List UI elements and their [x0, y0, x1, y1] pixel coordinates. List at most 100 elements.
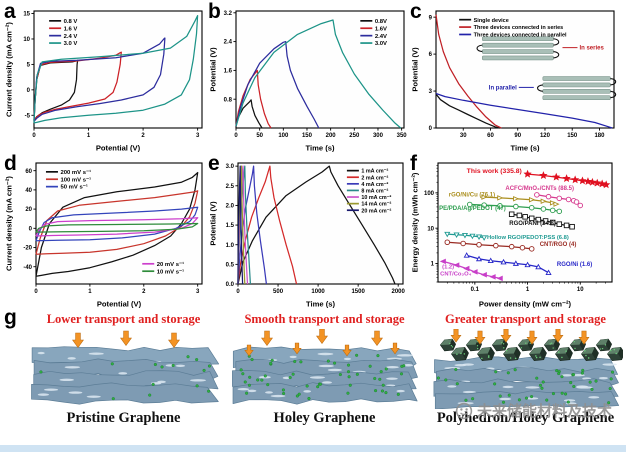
- svg-text:CNT/RGO (4): CNT/RGO (4): [540, 242, 577, 248]
- ion-dot: [507, 393, 511, 397]
- ion-flux-arrow: [578, 330, 590, 345]
- svg-text:0: 0: [236, 289, 240, 295]
- device-electrode: [481, 49, 554, 54]
- ion-dot: [355, 353, 359, 357]
- svg-text:1 mA cm⁻²: 1 mA cm⁻²: [361, 169, 388, 175]
- svg-text:180: 180: [594, 133, 605, 139]
- panel-letter-g: g: [4, 306, 17, 329]
- svg-text:Potential (V): Potential (V): [97, 300, 142, 309]
- svg-text:150: 150: [567, 133, 578, 139]
- ion-dot: [248, 375, 252, 379]
- svg-text:Potential (V): Potential (V): [209, 47, 218, 92]
- svg-text:60: 60: [487, 133, 494, 139]
- svg-text:100 mV s⁻¹: 100 mV s⁻¹: [60, 176, 91, 183]
- ion-dot: [454, 367, 458, 372]
- svg-text:In series: In series: [579, 46, 604, 52]
- ion-dot: [326, 359, 330, 363]
- panel-letter-f: f: [410, 152, 417, 175]
- ion-dot: [381, 383, 385, 387]
- device-electrode: [481, 36, 554, 42]
- svg-text:20 mV s⁻¹: 20 mV s⁻¹: [157, 261, 184, 268]
- ion-dot: [153, 362, 157, 367]
- svg-text:Potential (V): Potential (V): [209, 201, 218, 246]
- watermark: 未来储能材料及技术: [455, 400, 612, 421]
- svg-text:Three devices connected in par: Three devices connected in parallel: [474, 33, 567, 39]
- ion-dot: [545, 398, 549, 402]
- series-line: [235, 69, 272, 129]
- panel-letter-e: e: [208, 152, 220, 175]
- ion-dot: [379, 370, 383, 374]
- svg-text:(1.2): (1.2): [442, 265, 454, 271]
- series-line: [35, 217, 199, 237]
- svg-text:1: 1: [431, 262, 435, 268]
- ion-flux-arrow: [244, 344, 254, 357]
- svg-text:0.1: 0.1: [471, 287, 480, 293]
- ion-dot: [373, 376, 377, 381]
- svg-text:250: 250: [349, 133, 360, 139]
- svg-text:9: 9: [429, 15, 433, 21]
- device-electrode: [542, 89, 611, 94]
- ion-dot: [269, 361, 273, 365]
- svg-text:2: 2: [141, 133, 145, 139]
- schematic-caption: Polyhedron/Holey Graphene: [436, 410, 615, 426]
- svg-text:14 mA cm⁻²: 14 mA cm⁻²: [361, 202, 391, 208]
- ion-dot: [384, 367, 388, 371]
- ion-dot: [609, 377, 613, 381]
- ion-dot: [171, 363, 175, 367]
- panel-e: e 0 500 1000 1500 2000 0.0 0.5 1.0 1.5 2.0 2.5 3.0 T…: [208, 152, 410, 310]
- device-electrode: [542, 76, 611, 81]
- ion-dot: [557, 371, 561, 376]
- ion-flux-arrow: [342, 344, 352, 357]
- svg-text:30: 30: [460, 133, 467, 139]
- ion-flux-arrow: [500, 329, 512, 343]
- ion-dot: [608, 387, 612, 391]
- svg-text:2: 2: [142, 289, 146, 295]
- svg-text:0.8 V: 0.8 V: [64, 19, 78, 25]
- panel-g: g Lower transport and storage Pristine G…: [4, 306, 623, 445]
- panel-letter-b: b: [208, 0, 221, 23]
- chart-a-cv-voltages: 0 1 2 3 -5 0 5 10 15 Potential (V) Current density…: [5, 10, 203, 153]
- ion-dot: [266, 383, 270, 387]
- schematic-caption: Pristine Graphene: [66, 410, 181, 426]
- svg-text:10 mV s⁻¹: 10 mV s⁻¹: [157, 268, 184, 275]
- ion-dot: [551, 392, 555, 396]
- svg-text:500: 500: [273, 289, 284, 295]
- ion-dot: [288, 376, 292, 380]
- svg-text:120: 120: [540, 133, 551, 139]
- ion-flux-arrow: [474, 330, 486, 345]
- ion-dot: [346, 363, 351, 367]
- schematic-title: Smooth transport and storage: [244, 312, 405, 326]
- svg-text:0: 0: [32, 133, 36, 139]
- schematic-items: Lower transport and storage Pristine Gra…: [26, 312, 623, 445]
- svg-text:1: 1: [88, 289, 92, 295]
- bottom-accent-strip: [0, 445, 626, 452]
- series-line: [435, 93, 500, 129]
- panel-c: c 30 60 90 120 150 180 0 3 6 9 Time (s) Potential (…: [410, 0, 622, 154]
- svg-text:0.0: 0.0: [226, 282, 235, 288]
- svg-text:1000: 1000: [311, 289, 325, 295]
- ion-dot: [571, 373, 576, 377]
- ion-dot: [111, 397, 115, 401]
- ion-flux-arrow: [168, 332, 180, 349]
- ion-dot: [307, 396, 311, 401]
- ion-dot: [560, 375, 564, 379]
- series-line: [435, 14, 502, 129]
- svg-text:50: 50: [256, 133, 263, 139]
- ion-dot: [374, 389, 378, 393]
- ion-dot: [207, 364, 212, 368]
- ion-dot: [610, 370, 615, 374]
- ion-flux-arrow: [261, 330, 273, 347]
- svg-text:1.0: 1.0: [226, 243, 235, 249]
- schematic-title: Lower transport and storage: [46, 312, 201, 326]
- svg-text:Single device: Single device: [474, 18, 509, 24]
- svg-text:2000: 2000: [392, 289, 406, 295]
- svg-text:0.8V: 0.8V: [375, 19, 387, 25]
- chart-f-ragone-plot: 0.1 1 10 1 10 100 Power density (mW cm⁻²) Energ…: [411, 162, 613, 309]
- svg-text:3.0: 3.0: [226, 164, 235, 170]
- pristine-graphene-illustration: [31, 330, 220, 405]
- svg-text:Hollow RGO/PEDOT:PSS (6.8): Hollow RGO/PEDOT:PSS (6.8): [487, 235, 569, 241]
- plot-frame: [235, 10, 405, 129]
- ion-flux-arrow: [552, 329, 564, 343]
- ion-dot: [250, 358, 254, 362]
- ion-dot: [555, 369, 559, 373]
